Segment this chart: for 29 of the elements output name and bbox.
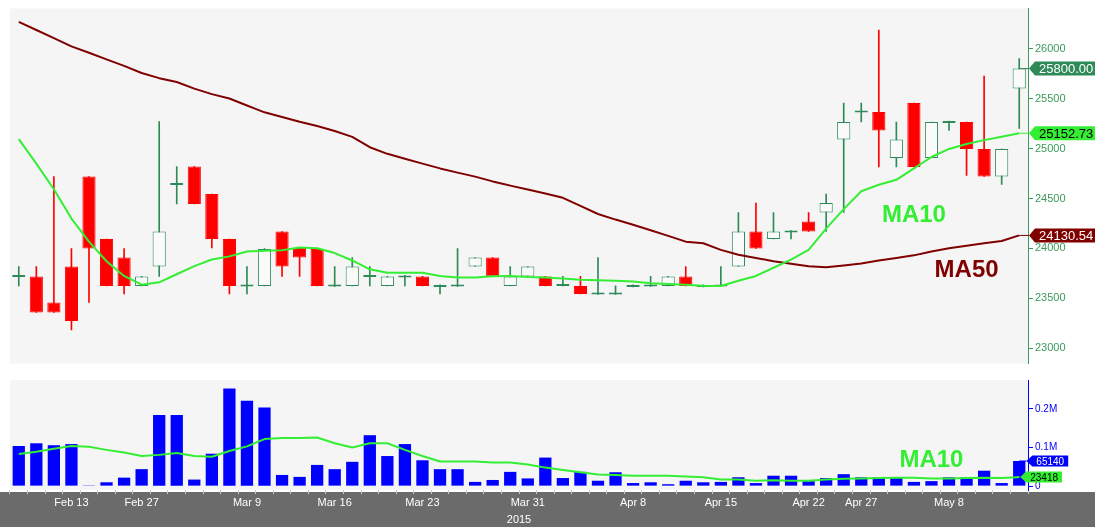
x-tick-label: Mar 16 [317,495,352,508]
y-tick-label: 0.2M [1035,402,1058,414]
series-label: MA10 [899,445,964,473]
x-tick-label: Mar 23 [405,495,440,508]
y-tick-label: 24000 [1035,241,1066,254]
y-tick-label: 23500 [1035,291,1066,304]
x-tick-label: Feb 13 [54,495,89,508]
text: 25800.00 [1039,61,1094,77]
x-axis-title: 2015 [506,513,532,526]
x-tick-label: Mar 9 [232,495,262,508]
x-tick-label: Mar 31 [510,495,545,508]
x-tick-label: Feb 27 [124,495,159,508]
series-label: MA10 [881,200,946,228]
x-tick-label: Apr 8 [619,495,647,508]
y-tick-label: 25000 [1035,141,1066,154]
x-tick-label: Apr 27 [845,495,878,508]
y-tick-label: 24500 [1035,191,1066,204]
y-tick-label: 0.1M [1035,441,1058,453]
y-tick-label: 26000 [1035,41,1066,54]
x-tick-label: Apr 15 [704,495,738,508]
y-tick-label: 25500 [1035,91,1066,104]
data-label: 24130.54 [1039,228,1094,243]
y-tick-label: 23000 [1035,341,1066,354]
data-label: 65140 [1036,455,1065,467]
x-tick-label: May 8 [934,495,964,508]
data-label: 23418 [1030,471,1059,483]
series-label: MA50 [934,255,999,283]
data-label: 25152.73 [1039,125,1094,141]
x-tick-label: Apr 22 [792,495,825,508]
